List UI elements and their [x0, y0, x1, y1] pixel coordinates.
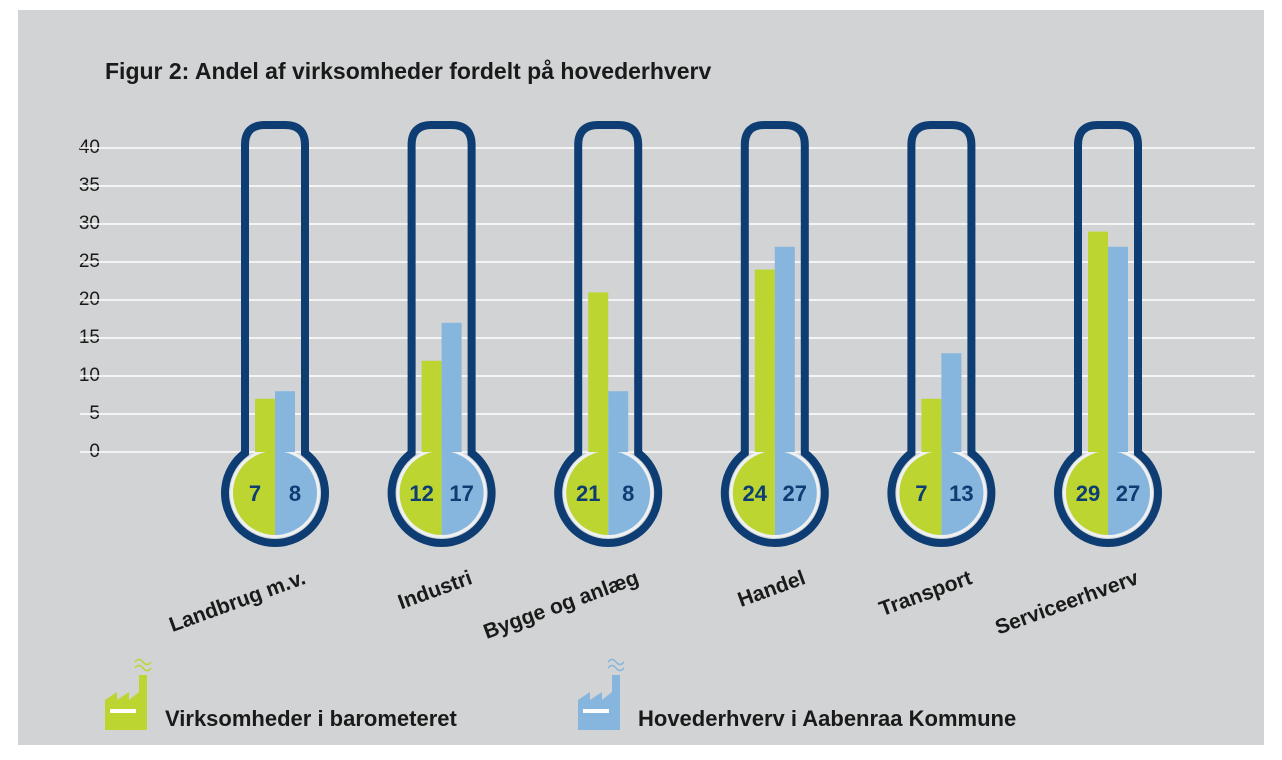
value-label: 13 [949, 481, 973, 506]
chart-title: Figur 2: Andel af virksomheder fordelt p… [105, 58, 711, 84]
bulb-half [608, 451, 651, 535]
value-label: 21 [576, 481, 600, 506]
value-label: 8 [622, 481, 634, 506]
value-label: 27 [783, 481, 807, 506]
legend-icon-window [583, 709, 609, 713]
legend-icon-window [110, 709, 136, 713]
value-label: 12 [409, 481, 433, 506]
bulb-half [774, 451, 817, 535]
bar [941, 353, 962, 452]
bar [588, 292, 609, 452]
bar [275, 391, 295, 452]
bar [1108, 246, 1128, 452]
thermometer-outline [554, 121, 663, 547]
bulb-half [275, 451, 317, 535]
bar [421, 360, 442, 452]
thermometer-outline [887, 121, 996, 547]
bulb-half [732, 451, 775, 535]
bar [255, 398, 275, 452]
value-label: 8 [289, 481, 301, 506]
bar [441, 322, 462, 452]
legend-icon [578, 675, 620, 730]
bar [754, 269, 775, 452]
bulb-half [1108, 451, 1150, 535]
value-label: 7 [915, 481, 927, 506]
bar [774, 246, 795, 452]
value-label: 17 [449, 481, 473, 506]
bulb-half [566, 451, 609, 535]
legend-smoke [134, 658, 152, 672]
bulb-half [899, 451, 942, 535]
legend-label: Virksomheder i barometeret [165, 706, 457, 731]
bar [608, 391, 629, 452]
bulb-half [233, 451, 275, 535]
bar [1088, 231, 1108, 452]
value-label: 27 [1116, 481, 1140, 506]
thermometer-outline [221, 121, 329, 547]
value-label: 24 [743, 481, 768, 506]
value-label: 7 [249, 481, 261, 506]
value-label: 29 [1076, 481, 1100, 506]
legend-icon [105, 675, 147, 730]
thermometer-outline [387, 121, 496, 547]
legend-smoke [607, 658, 625, 672]
bulb-half [399, 451, 442, 535]
legend-label: Hovederhverv i Aabenraa Kommune [638, 706, 1016, 731]
bulb-half [1066, 451, 1108, 535]
thermometer-outline [720, 121, 829, 547]
bar [921, 398, 942, 452]
bulb-half [441, 451, 484, 535]
bulb-half [941, 451, 984, 535]
thermometer-outline [1054, 121, 1162, 547]
